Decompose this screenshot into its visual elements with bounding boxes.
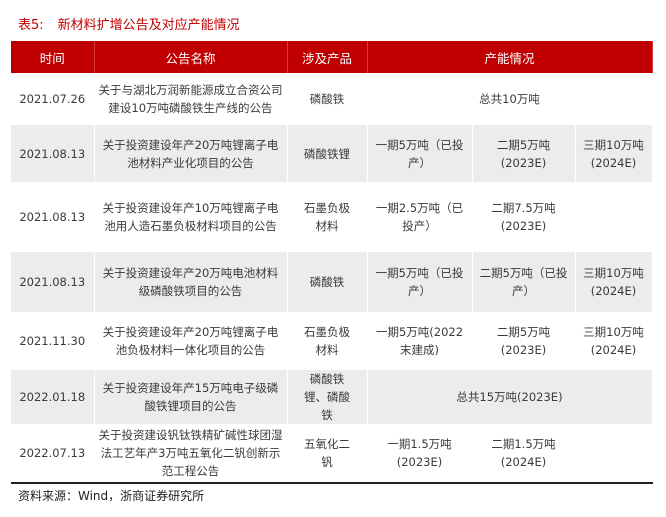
date-cell: 2021.08.13	[11, 252, 95, 312]
date-cell: 2022.07.13	[11, 424, 95, 484]
announcement-cell: 关于投资建设钒钛铁精矿碱性球团湿法工艺年产3万吨五氧化二钒创新示范工程公告	[94, 424, 288, 484]
capacity-phase-cell: 二期5万吨(2023E)	[472, 312, 576, 370]
capacity-phase-cell: 二期5万吨(2023E)	[472, 125, 576, 182]
table-caption: 新材料扩增公告及对应产能情况	[57, 18, 240, 33]
announcement-cell: 关于投资建设年产20万吨电池材料级磷酸铁项目的公告	[94, 252, 288, 312]
capacity-phase-cell: 二期1.5万吨(2024E)	[472, 424, 576, 484]
table-number: 表5:	[18, 18, 44, 33]
product-cell: 石墨负极材料	[287, 312, 368, 370]
capacity-phase-cell: 三期10万吨(2024E)	[575, 312, 653, 370]
product-cell: 石墨负极材料	[287, 182, 368, 252]
table-row: 2022.07.13 关于投资建设钒钛铁精矿碱性球团湿法工艺年产3万吨五氧化二钒创…	[11, 424, 653, 484]
capacity-phase-cell: 一期2.5万吨（已投产）	[367, 182, 473, 252]
date-cell: 2021.08.13	[11, 182, 95, 252]
capacity-phase-cell: 三期10万吨(2024E)	[575, 252, 653, 312]
date-cell: 2021.11.30	[11, 312, 95, 370]
announcement-cell: 关于与湖北万润新能源成立合资公司建设10万吨磷酸铁生产线的公告	[94, 73, 288, 125]
table-row: 2021.07.26 关于与湖北万润新能源成立合资公司建设10万吨磷酸铁生产线的公…	[11, 73, 653, 125]
header-capacity: 产能情况	[367, 41, 653, 73]
capacity-phase-cell: 一期5万吨（已投产）	[367, 252, 473, 312]
header-date: 时间	[11, 41, 95, 73]
product-cell: 磷酸铁	[287, 252, 368, 312]
product-cell: 磷酸铁锂、磷酸铁	[287, 370, 368, 424]
header-name: 公告名称	[94, 41, 288, 73]
source-note: 资料来源：Wind，浙商证券研究所	[18, 489, 205, 503]
product-cell: 磷酸铁锂	[287, 125, 368, 182]
announcement-cell: 关于投资建设年产20万吨锂离子电池负极材料一体化项目的公告	[94, 312, 288, 370]
capacity-phase-cell: 二期7.5万吨(2023E)	[472, 182, 576, 252]
header-row: 时间 公告名称 涉及产品 产能情况	[11, 41, 653, 73]
capacity-phase-cell	[575, 424, 653, 484]
header-product: 涉及产品	[287, 41, 368, 73]
table-title: 表5: 新材料扩增公告及对应产能情况	[18, 14, 254, 33]
capacity-phase-cell: 三期10万吨(2024E)	[575, 125, 653, 182]
table-row: 2021.08.13 关于投资建设年产20万吨电池材料级磷酸铁项目的公告 磷酸铁 一期…	[11, 252, 653, 312]
table-row: 2021.08.13 关于投资建设年产20万吨锂离子电池材料产业化项目的公告 磷酸铁…	[11, 125, 653, 182]
capacity-phase-cell: 一期5万吨（已投产）	[367, 125, 473, 182]
capacity-phase-cell: 一期1.5万吨(2023E)	[367, 424, 473, 484]
capacity-cell: 总共10万吨	[367, 73, 653, 125]
capacity-table: 时间 公告名称 涉及产品 产能情况 2021.07.26 关于与湖北万润新能源成立…	[11, 41, 653, 484]
announcement-cell: 关于投资建设年产20万吨锂离子电池材料产业化项目的公告	[94, 125, 288, 182]
table-row: 2021.11.30 关于投资建设年产20万吨锂离子电池负极材料一体化项目的公告石…	[11, 312, 653, 370]
table-row: 2022.01.18 关于投资建设年产15万吨电子级磷酸铁锂项目的公告 磷酸铁锂、磷…	[11, 370, 653, 424]
date-cell: 2021.08.13	[11, 125, 95, 182]
capacity-phase-cell: 一期5万吨(2022末建成)	[367, 312, 473, 370]
date-cell: 2022.01.18	[11, 370, 95, 424]
capacity-cell: 总共15万吨(2023E)	[367, 370, 653, 424]
announcement-cell: 关于投资建设年产10万吨锂离子电池用人造石墨负极材料项目的公告	[94, 182, 288, 252]
product-cell: 磷酸铁	[287, 73, 368, 125]
table-row: 2021.08.13 关于投资建设年产10万吨锂离子电池用人造石墨负极材料项目的公…	[11, 182, 653, 252]
product-cell: 五氧化二钒	[287, 424, 368, 484]
capacity-phase-cell: 二期5万吨（已投产）	[472, 252, 576, 312]
capacity-phase-cell	[575, 182, 653, 252]
date-cell: 2021.07.26	[11, 73, 95, 125]
announcement-cell: 关于投资建设年产15万吨电子级磷酸铁锂项目的公告	[94, 370, 288, 424]
